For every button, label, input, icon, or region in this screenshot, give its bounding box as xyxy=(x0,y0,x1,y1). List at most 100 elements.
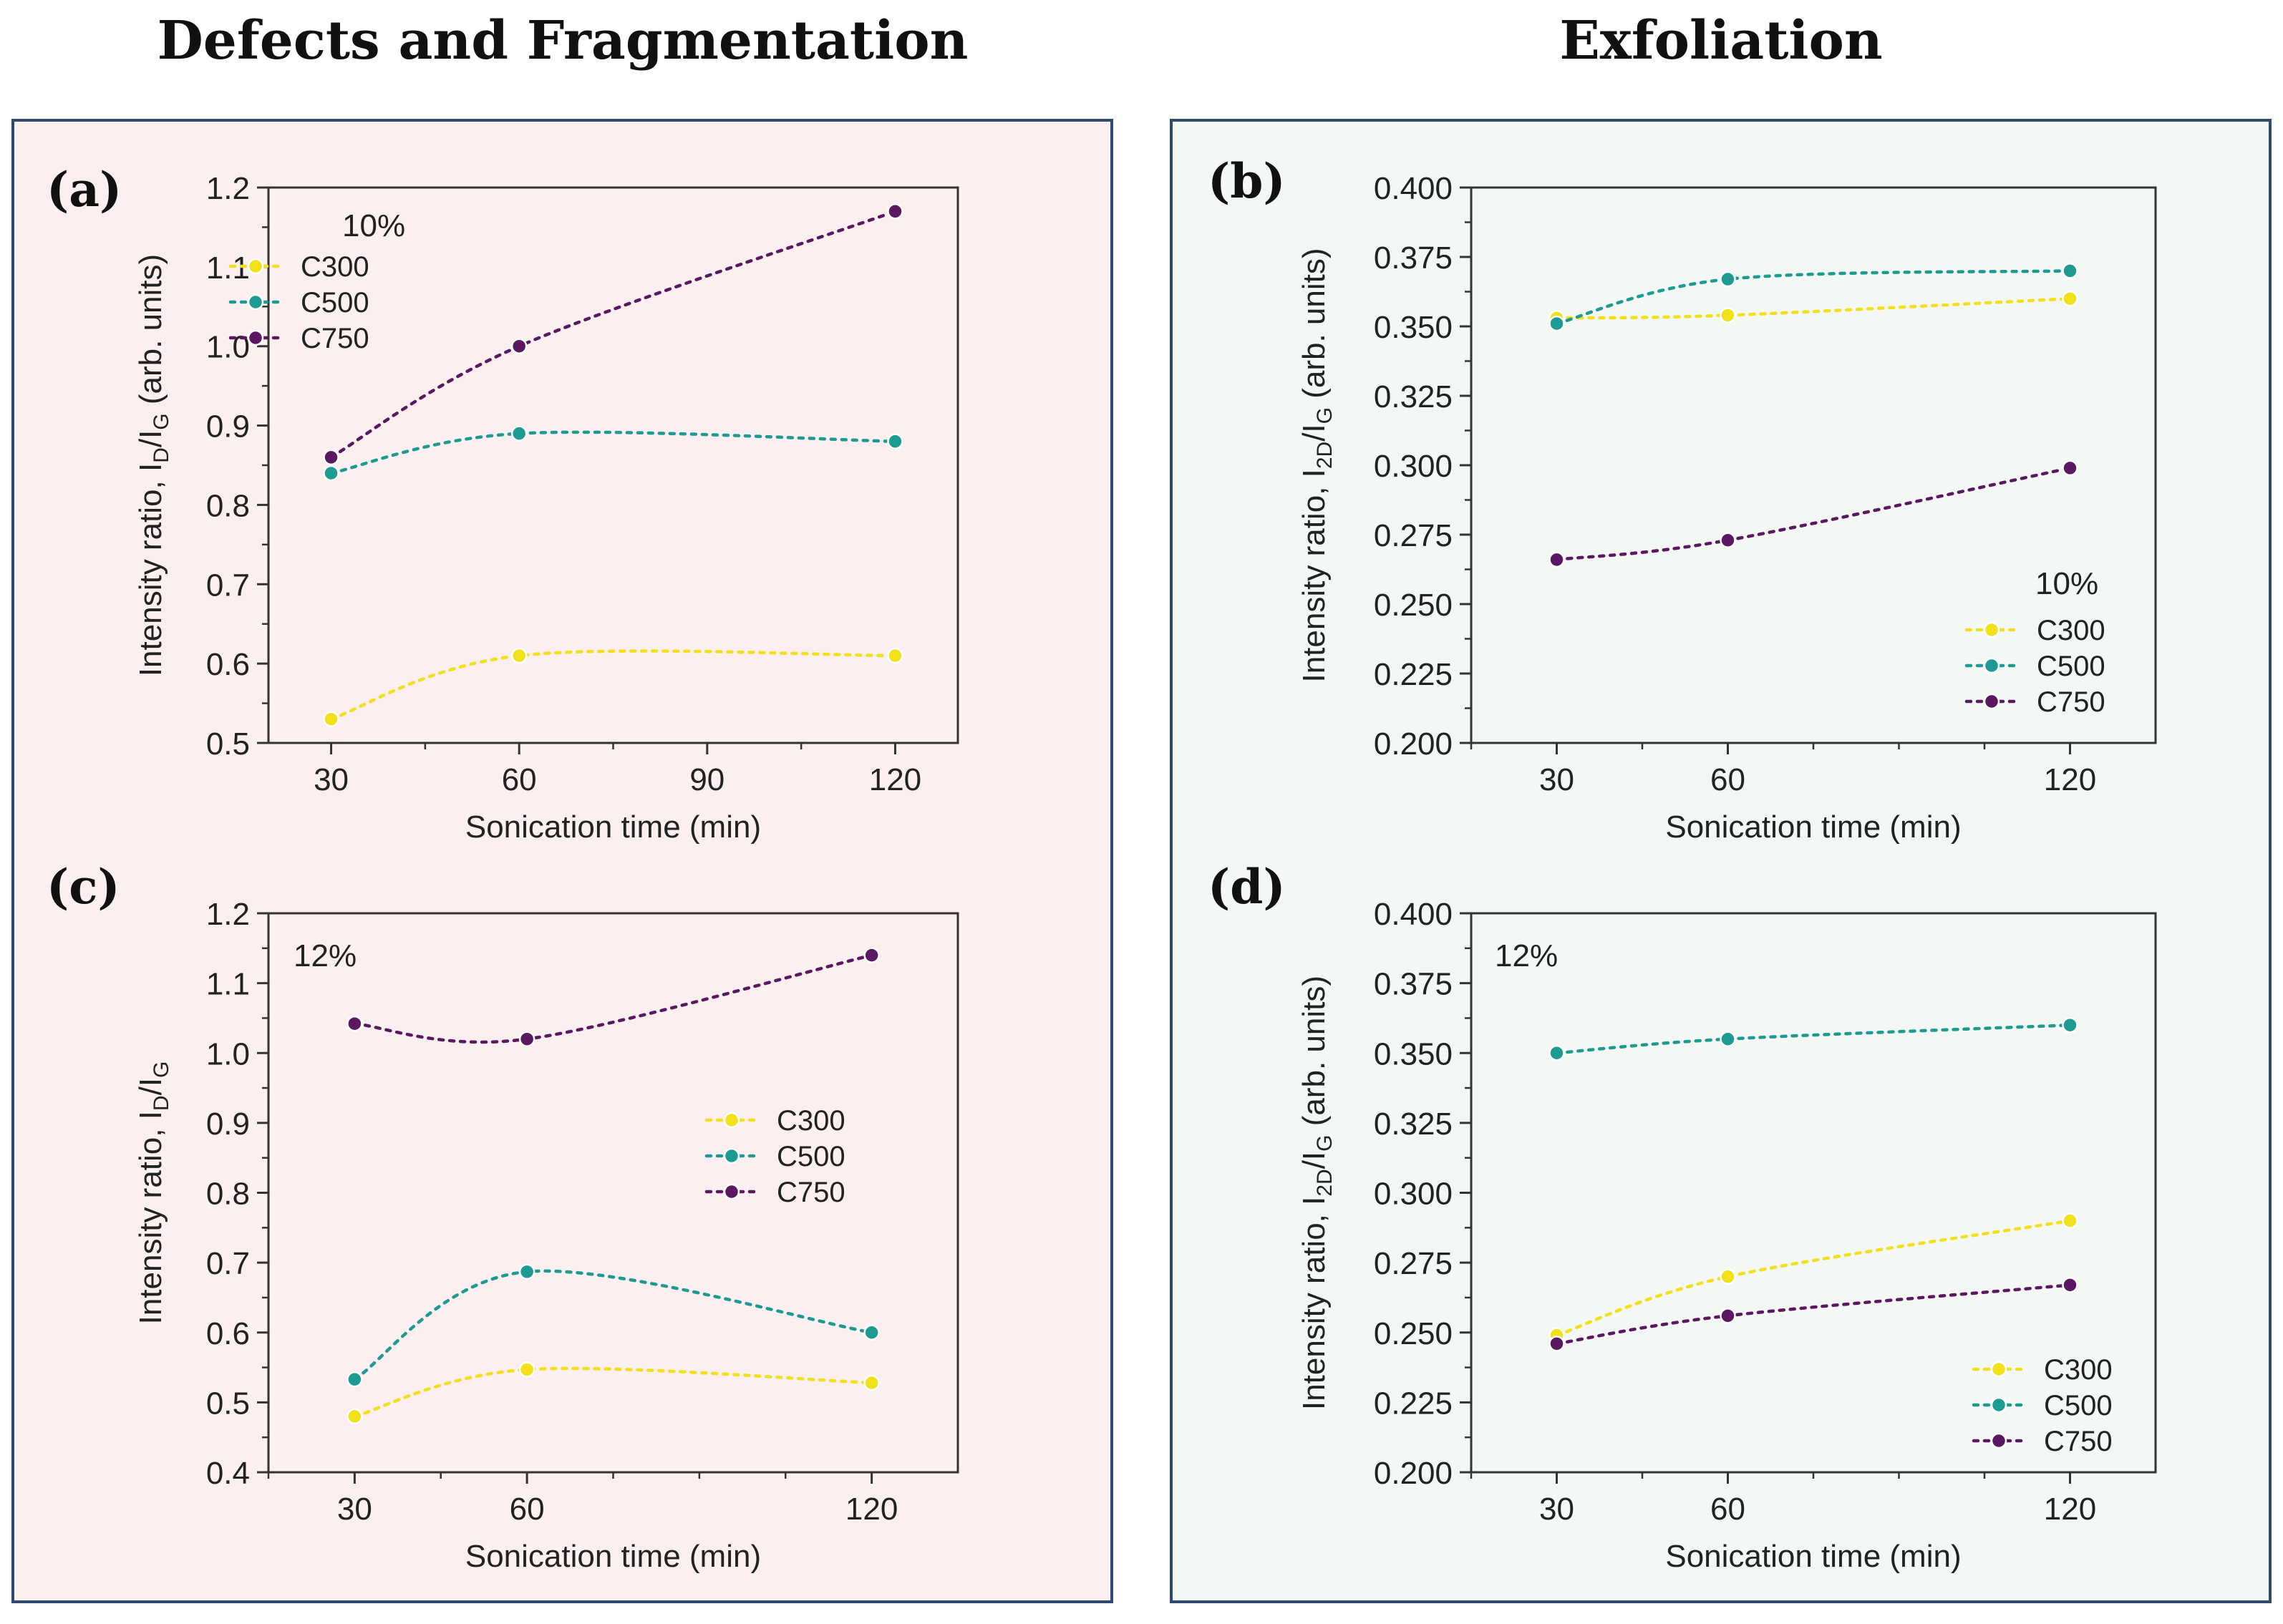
ytick-label-b-2: 0.250 xyxy=(1374,588,1453,623)
point-d-C500-2 xyxy=(2062,1016,2078,1034)
ylabel-sub2-d: G xyxy=(1313,1135,1337,1152)
legend-marker-c-C500 xyxy=(723,1147,740,1164)
xtick-label-d-1: 60 xyxy=(1710,1492,1745,1527)
chart-d: (d) 0.200 0.225 0.250 0.275 0.300 0.325 0.350 0.… xyxy=(1208,859,2157,1574)
point-c-C500-2 xyxy=(863,1324,880,1341)
point-d-C750-1 xyxy=(1720,1308,1736,1324)
ylabel-sub1-d: 2D xyxy=(1313,1169,1337,1196)
ylabel-sub1-c: D xyxy=(150,1095,173,1111)
point-b-C300-1 xyxy=(1720,307,1736,324)
point-d-C500-1 xyxy=(1720,1031,1736,1047)
ylabel-suffix-b: (arb. units) xyxy=(1296,248,1332,407)
ytick-label-b-6: 0.350 xyxy=(1374,310,1453,345)
legend-marker-d-C500 xyxy=(1990,1396,2007,1414)
ytick-label-c-6: 1.0 xyxy=(206,1036,250,1071)
ylabel-d: Intensity ratio, I2D/IG (arb. units) xyxy=(1296,976,1337,1410)
legend-marker-d-C750 xyxy=(1990,1432,2007,1449)
point-b-C500-1 xyxy=(1720,271,1736,288)
point-d-C300-1 xyxy=(1720,1268,1736,1285)
annotation-d: 12% xyxy=(1495,938,1558,973)
ylabel-sub2-a: G xyxy=(150,413,173,429)
legend-marker-b-C300 xyxy=(1983,621,2000,638)
ytick-label-b-0: 0.200 xyxy=(1374,726,1453,762)
point-d-C300-2 xyxy=(2062,1212,2078,1229)
point-c-C300-2 xyxy=(863,1374,880,1391)
ytick-label-d-7: 0.375 xyxy=(1374,967,1453,1002)
point-a-C300-0 xyxy=(323,711,339,727)
xtick-label-d-2: 120 xyxy=(2044,1492,2096,1527)
legend-label-d-C300: C300 xyxy=(2044,1354,2113,1386)
ytick-label-d-1: 0.225 xyxy=(1374,1386,1453,1421)
ylabel-text-b: Intensity ratio, I xyxy=(1296,469,1332,682)
point-b-C750-2 xyxy=(2062,460,2078,477)
series-curve-b-C500 xyxy=(1555,269,2072,326)
series-curve-d-C500 xyxy=(1555,1023,2072,1055)
ytick-label-a-0: 0.5 xyxy=(206,726,250,762)
ytick-label-b-1: 0.225 xyxy=(1374,657,1453,692)
ytick-label-c-3: 0.7 xyxy=(206,1246,250,1281)
point-a-C500-0 xyxy=(323,465,339,482)
point-a-C300-2 xyxy=(887,647,903,664)
point-a-C750-1 xyxy=(510,338,528,354)
legend-label-c-C750: C750 xyxy=(777,1177,845,1208)
panel-label-d: (d) xyxy=(1208,859,1286,915)
ylabel-a: Intensity ratio, ID/IG (arb. units) xyxy=(133,254,173,676)
ytick-label-b-3: 0.275 xyxy=(1374,518,1453,553)
ylabel-mid-d: /I xyxy=(1296,1152,1332,1169)
ytick-label-a-6: 1.1 xyxy=(206,251,250,286)
point-b-C750-1 xyxy=(1720,532,1736,549)
legend-marker-c-C750 xyxy=(723,1183,740,1200)
point-c-C750-2 xyxy=(863,947,880,963)
legend-label-c-C500: C500 xyxy=(777,1141,845,1172)
heading-left: Defects and Fragmentation xyxy=(157,10,969,72)
xlabel-c: Sonication time (min) xyxy=(465,1539,761,1574)
xtick-label-b-1: 60 xyxy=(1710,762,1745,797)
legend-label-a-C300: C300 xyxy=(301,251,369,283)
ylabel-sub2-c: G xyxy=(150,1061,173,1078)
ytick-label-b-8: 0.400 xyxy=(1374,171,1453,206)
xtick-label-c-1: 60 xyxy=(510,1492,545,1527)
ytick-label-d-3: 0.275 xyxy=(1374,1246,1453,1281)
xtick-label-a-3: 120 xyxy=(869,762,921,797)
ytick-label-b-4: 0.300 xyxy=(1374,449,1453,484)
heading-right: Exfoliation xyxy=(1559,10,1882,72)
legend-marker-a-C300 xyxy=(247,258,264,275)
xtick-label-a-0: 30 xyxy=(314,762,349,797)
series-curve-a-C500 xyxy=(329,430,897,475)
ylabel-mid-b: /I xyxy=(1296,424,1332,441)
ylabel-c: Intensity ratio, ID/IG xyxy=(133,1061,173,1325)
xtick-label-a-1: 60 xyxy=(502,762,537,797)
ytick-label-b-7: 0.375 xyxy=(1374,240,1453,276)
xtick-label-a-2: 90 xyxy=(689,762,724,797)
ytick-label-a-2: 0.7 xyxy=(206,568,250,603)
ytick-label-a-3: 0.8 xyxy=(206,488,250,523)
left-panel-background xyxy=(11,119,1113,1603)
ytick-label-d-8: 0.400 xyxy=(1374,897,1453,932)
legend-label-a-C500: C500 xyxy=(301,287,369,319)
annotation-c: 12% xyxy=(294,938,357,973)
point-a-C750-2 xyxy=(887,203,903,220)
panel-label-b: (b) xyxy=(1208,153,1286,209)
ytick-label-d-2: 0.250 xyxy=(1374,1316,1453,1351)
legend-label-d-C750: C750 xyxy=(2044,1426,2113,1457)
ytick-label-a-4: 0.9 xyxy=(206,409,250,444)
ytick-label-c-0: 0.4 xyxy=(206,1456,250,1491)
point-b-C300-2 xyxy=(2062,290,2078,307)
xlabel-a: Sonication time (min) xyxy=(465,809,761,845)
point-a-C500-1 xyxy=(510,425,528,442)
ylabel-text-a: Intensity ratio, I xyxy=(133,463,168,676)
ytick-label-c-5: 0.9 xyxy=(206,1107,250,1142)
ylabel-suffix-a: (arb. units) xyxy=(133,254,168,414)
legend-label-b-C500: C500 xyxy=(2037,651,2105,682)
legend-marker-a-C500 xyxy=(247,293,264,311)
chart-c: (c) 0.4 0.5 0.6 0.7 0.8 0.9 1.0 1.1 1.2 30 60 120 Son… xyxy=(47,859,959,1574)
legend-label-a-C750: C750 xyxy=(301,323,369,354)
ylabel-sub1-a: D xyxy=(150,447,173,463)
point-d-C750-2 xyxy=(2062,1277,2078,1293)
ylabel-mid-c: /I xyxy=(133,1078,168,1095)
ytick-label-b-5: 0.325 xyxy=(1374,379,1453,414)
xtick-label-b-2: 120 xyxy=(2044,762,2096,797)
chart-a: (a) 0.5 0.6 0.7 0.8 0.9 1.0 1.1 1.2 30 60 90 120 Soni… xyxy=(47,162,959,845)
ytick-label-a-5: 1.0 xyxy=(206,330,250,365)
xlabel-d: Sonication time (min) xyxy=(1665,1539,1961,1574)
